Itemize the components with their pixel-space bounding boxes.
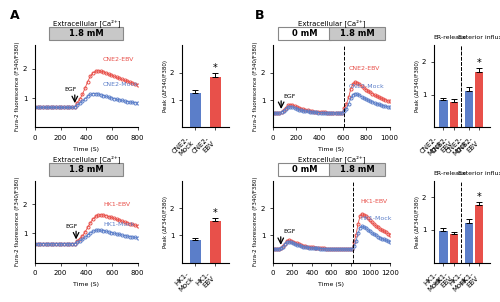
Text: Extracellular [Ca²⁺]: Extracellular [Ca²⁺]	[298, 155, 365, 163]
Text: *: *	[213, 208, 218, 218]
Text: ER-release: ER-release	[433, 171, 466, 176]
Y-axis label: Peak (ΔF340/F380): Peak (ΔF340/F380)	[416, 196, 420, 248]
Text: 1.8 mM: 1.8 mM	[69, 165, 103, 174]
Bar	[450, 102, 458, 127]
Y-axis label: Peak (ΔF340/F380): Peak (ΔF340/F380)	[164, 196, 168, 248]
Bar	[476, 205, 484, 263]
Bar	[190, 240, 201, 263]
Text: *: *	[477, 192, 482, 202]
Text: EGF: EGF	[66, 223, 78, 229]
Text: Extracellular [Ca²⁺]: Extracellular [Ca²⁺]	[52, 155, 120, 163]
Text: Exterior influx: Exterior influx	[458, 171, 500, 176]
Text: HK1-Mock: HK1-Mock	[360, 216, 392, 221]
Text: CNE2-Mock: CNE2-Mock	[103, 82, 139, 87]
Text: ER-release: ER-release	[433, 35, 466, 40]
Bar	[465, 91, 473, 127]
X-axis label: Time (S): Time (S)	[318, 282, 344, 287]
Text: 0 mM: 0 mM	[292, 165, 317, 174]
Bar	[210, 77, 221, 127]
Bar	[450, 234, 458, 263]
Bar	[440, 230, 448, 263]
Text: 0 mM: 0 mM	[292, 29, 317, 38]
Text: B: B	[255, 9, 264, 22]
Bar	[465, 223, 473, 263]
Bar	[440, 101, 448, 127]
Y-axis label: Peak (ΔF340/F380): Peak (ΔF340/F380)	[416, 60, 420, 112]
Text: HK1-Mock: HK1-Mock	[103, 222, 134, 227]
FancyBboxPatch shape	[50, 163, 124, 176]
FancyBboxPatch shape	[278, 163, 332, 176]
Text: *: *	[213, 63, 218, 73]
Bar	[190, 93, 201, 127]
Text: Extracellular [Ca²⁺]: Extracellular [Ca²⁺]	[52, 20, 120, 27]
FancyBboxPatch shape	[278, 27, 332, 40]
Text: 1.8 mM: 1.8 mM	[340, 165, 374, 174]
Text: HK1-EBV: HK1-EBV	[360, 199, 388, 204]
Text: Extracellular [Ca²⁺]: Extracellular [Ca²⁺]	[298, 20, 365, 27]
FancyBboxPatch shape	[50, 27, 124, 40]
Y-axis label: Fura-2 fluorescence (F340/F380): Fura-2 fluorescence (F340/F380)	[253, 42, 258, 131]
Y-axis label: Fura-2 fluorescence (F340/F380): Fura-2 fluorescence (F340/F380)	[15, 177, 20, 266]
Text: 1.8 mM: 1.8 mM	[69, 29, 103, 38]
FancyBboxPatch shape	[329, 163, 385, 176]
Text: CNE2-EBV: CNE2-EBV	[103, 56, 134, 62]
X-axis label: Time (S): Time (S)	[318, 146, 344, 152]
Text: CNE2-EBV: CNE2-EBV	[349, 66, 380, 71]
Text: EGF: EGF	[64, 87, 77, 92]
Text: A: A	[10, 9, 20, 22]
X-axis label: Time (S): Time (S)	[74, 146, 100, 152]
Y-axis label: Fura-2 fluorescence (F340/F380): Fura-2 fluorescence (F340/F380)	[15, 42, 20, 131]
FancyBboxPatch shape	[329, 27, 385, 40]
X-axis label: Time (S): Time (S)	[74, 282, 100, 287]
Y-axis label: Fura-2 fluorescence (F340/F380): Fura-2 fluorescence (F340/F380)	[253, 177, 258, 266]
Text: CNE2-Mock: CNE2-Mock	[349, 84, 384, 89]
Text: Exterior influx: Exterior influx	[458, 35, 500, 40]
Text: EGF: EGF	[284, 94, 296, 98]
Y-axis label: Peak (ΔF340/F380): Peak (ΔF340/F380)	[164, 60, 168, 112]
Text: HK1-EBV: HK1-EBV	[103, 202, 130, 207]
Text: 1.8 mM: 1.8 mM	[340, 29, 374, 38]
Bar	[476, 72, 484, 127]
Text: *: *	[477, 58, 482, 68]
Bar	[210, 221, 221, 263]
Text: EGF: EGF	[283, 230, 296, 234]
